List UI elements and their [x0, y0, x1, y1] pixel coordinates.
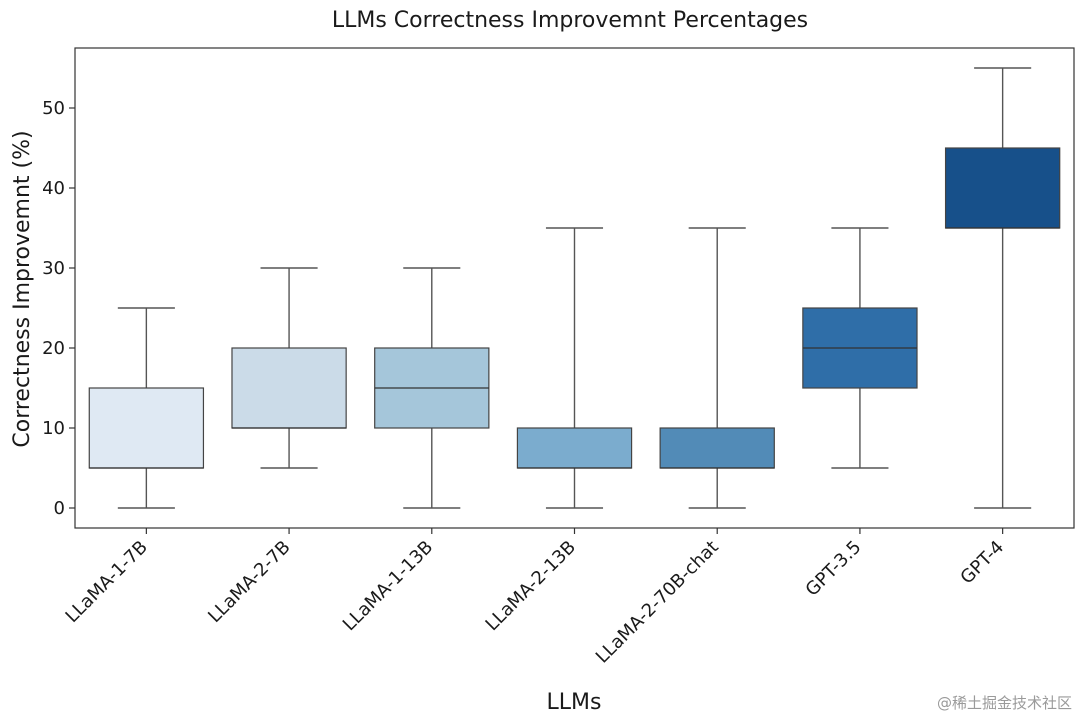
y-tick-label: 40: [42, 178, 65, 199]
x-tick-label: GPT-4: [956, 537, 1008, 589]
x-axis-label: LLMs: [547, 690, 602, 715]
box: [231, 347, 347, 429]
y-tick-label: 10: [42, 418, 65, 439]
box: [88, 387, 205, 469]
x-tick-label: LLaMA-1-13B: [339, 537, 437, 635]
x-tick-label: GPT-3.5: [802, 537, 866, 601]
x-tick-label: LLaMA-2-7B: [204, 537, 294, 627]
watermark: @稀土掘金技术社区: [936, 694, 1072, 712]
box: [944, 147, 1061, 229]
box: [659, 427, 775, 469]
box: [516, 427, 633, 469]
y-tick-label: 20: [42, 338, 65, 359]
y-tick-label: 0: [54, 498, 65, 519]
y-tick-label: 50: [42, 98, 65, 119]
x-tick-label: LLaMA-2-70B-chat: [592, 537, 723, 668]
y-tick-label: 30: [42, 258, 65, 279]
chart-title: LLMs Correctness Improvemnt Percentages: [332, 8, 808, 33]
y-axis-label: Correctness Improvemnt (%): [10, 130, 35, 447]
x-tick-label: LLaMA-2-13B: [482, 537, 580, 635]
plot-area: 0 10 20 30 40 50 LLaMA-1-7B LLaMA-2-7B LLaMA-1-1…: [42, 47, 1075, 668]
x-tick-label: LLaMA-1-7B: [62, 537, 152, 627]
